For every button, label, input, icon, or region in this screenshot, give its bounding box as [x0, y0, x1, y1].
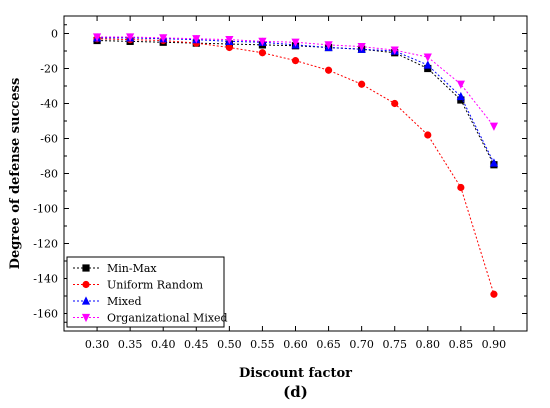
data-point — [324, 41, 333, 50]
y-tick-label: -100 — [33, 203, 58, 216]
data-point — [390, 46, 399, 55]
data-point — [192, 35, 201, 44]
legend-marker — [82, 280, 90, 289]
y-tick-label: -120 — [33, 238, 58, 251]
data-point — [291, 38, 300, 47]
x-tick-label: 0.90 — [482, 338, 507, 351]
x-tick-label: 0.55 — [250, 338, 275, 351]
legend-marker — [81, 313, 91, 323]
data-point — [159, 34, 168, 43]
data-point — [258, 49, 267, 57]
data-point — [424, 131, 432, 139]
y-tick-label: -20 — [40, 63, 58, 76]
legend-label: Uniform Random — [107, 279, 204, 292]
data-point — [456, 91, 465, 101]
x-tick-label: 0.85 — [449, 338, 474, 351]
x-tick-label: 0.75 — [382, 338, 407, 351]
data-point — [457, 183, 465, 192]
series-organizational-mixed — [92, 33, 499, 131]
x-tick-label: 0.70 — [349, 338, 374, 351]
legend: Min-Max Uniform Random Mixed Organizational… — [66, 256, 228, 328]
data-point — [357, 43, 366, 52]
y-tick-label: -160 — [33, 308, 58, 321]
data-point — [358, 80, 366, 88]
x-tick-label: 0.45 — [184, 338, 209, 351]
y-tick-label: 0 — [51, 28, 58, 41]
x-tick-label: 0.60 — [283, 338, 308, 351]
legend-label: Organizational Mixed — [107, 312, 228, 325]
data-point — [324, 66, 333, 74]
data-point — [490, 290, 498, 298]
legend-item: Min-Max — [73, 262, 157, 275]
x-tick-label: 0.65 — [316, 338, 341, 351]
data-point — [225, 43, 233, 52]
legend-marker — [82, 264, 90, 272]
legend-item: Organizational Mixed — [73, 312, 228, 325]
data-point — [92, 33, 102, 42]
data-point — [291, 57, 300, 65]
data-point — [489, 158, 499, 167]
data-point — [423, 53, 432, 62]
data-point — [423, 60, 432, 69]
legend-box — [66, 256, 225, 328]
legend-label: Mixed — [107, 295, 142, 308]
x-tick-label: 0.35 — [118, 338, 143, 351]
x-tick-label: 0.80 — [416, 338, 441, 351]
data-point — [258, 37, 267, 46]
series-line — [97, 37, 495, 164]
panel-label: (d) — [283, 383, 308, 401]
series-min-max — [93, 36, 498, 169]
x-axis-title: Discount factor — [239, 366, 352, 381]
y-tick-label: -60 — [40, 133, 58, 146]
x-tick-label: 0.30 — [85, 338, 110, 351]
data-point — [126, 33, 135, 42]
data-point — [391, 99, 399, 108]
legend-item: Uniform Random — [73, 279, 204, 292]
x-tick-label: 0.50 — [217, 338, 242, 351]
legend-item: Mixed — [73, 295, 142, 308]
y-tick-label: -80 — [40, 168, 58, 181]
series-mixed — [92, 33, 499, 167]
data-point — [225, 36, 234, 45]
series-line — [97, 36, 495, 127]
y-axis-title: Degree of defense success — [8, 78, 23, 270]
y-tick-label: -40 — [40, 98, 58, 111]
y-tick-label: -140 — [33, 273, 58, 286]
legend-marker — [81, 296, 91, 305]
x-tick-label: 0.40 — [151, 338, 176, 351]
legend-label: Min-Max — [107, 262, 157, 275]
data-point — [456, 80, 465, 89]
data-point — [489, 122, 499, 131]
series-line — [97, 38, 495, 295]
